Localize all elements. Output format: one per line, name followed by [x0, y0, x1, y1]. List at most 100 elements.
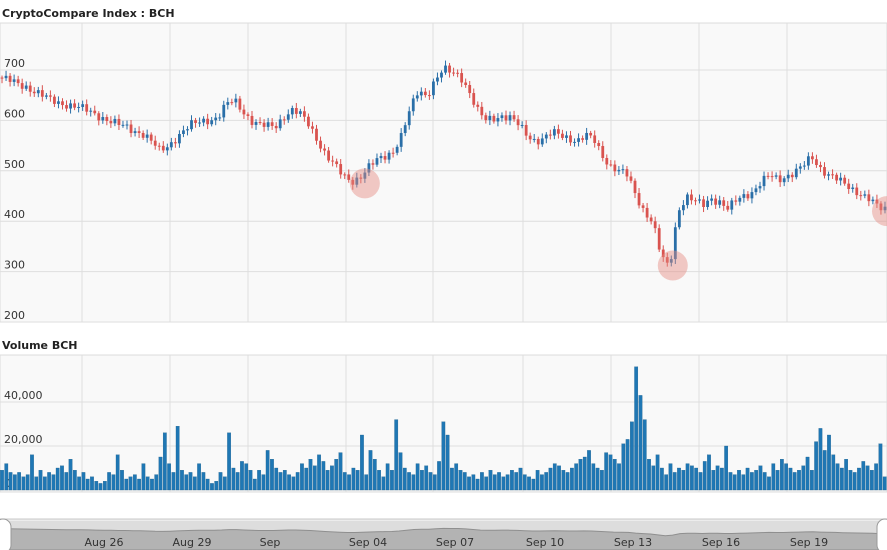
volume-bar [390, 470, 394, 491]
candle [186, 126, 189, 136]
candle [133, 127, 137, 137]
navigator-date-labels: Aug 26 Aug 29 Sep Sep 04 Sep 07 Sep 10 Sep 13 S… [85, 536, 829, 549]
candle [794, 163, 798, 180]
candle [246, 112, 250, 121]
volume-bar [205, 478, 210, 491]
candle [492, 113, 496, 124]
event-marker[interactable] [657, 250, 688, 281]
candle [839, 172, 843, 186]
candle [331, 155, 335, 167]
volume-bar [647, 459, 651, 491]
volume-bar [698, 472, 703, 491]
event-marker[interactable] [349, 168, 380, 199]
candle [472, 88, 476, 108]
volume-bar [441, 421, 446, 491]
volume-bar [801, 465, 806, 491]
volume-bar [810, 470, 814, 491]
volume-bar [81, 472, 86, 491]
volume-bar [450, 467, 454, 491]
volume-bar [745, 467, 750, 491]
volume-bar [732, 474, 737, 491]
volume-bar [475, 478, 480, 491]
event-marker[interactable] [872, 196, 887, 227]
volume-bar [77, 476, 81, 491]
candle [327, 147, 330, 163]
volume-bar [677, 467, 681, 491]
candle [141, 130, 145, 140]
volume-bar [728, 472, 733, 491]
volume-bar [218, 472, 223, 491]
candle [851, 183, 855, 193]
volume-bar [385, 463, 390, 491]
candle [573, 138, 576, 147]
navigator-date: Sep 13 [614, 536, 652, 549]
candle [476, 101, 480, 112]
navigator-handle-left[interactable] [0, 518, 12, 550]
volume-bar [240, 461, 244, 491]
candle [681, 200, 685, 216]
candle [645, 202, 649, 222]
candle [423, 88, 427, 98]
candle [690, 189, 693, 205]
candle [802, 161, 806, 170]
candle [427, 90, 431, 100]
volume-bar [578, 459, 583, 491]
candle [488, 110, 492, 126]
candle [157, 142, 161, 151]
volume-bar [771, 463, 776, 491]
volume-bar [107, 472, 111, 491]
volume-bar [360, 434, 364, 491]
volume-bar [741, 474, 746, 491]
volume-bar [600, 470, 604, 491]
candle [12, 74, 16, 87]
volume-bar [197, 463, 201, 491]
candle [577, 133, 580, 147]
candle [161, 141, 165, 153]
volume-bar [737, 470, 741, 491]
candle [371, 159, 375, 170]
volume-bars [0, 366, 887, 491]
candle [73, 99, 76, 111]
candle [484, 112, 488, 124]
volume-bar [291, 476, 296, 491]
volume-bar [102, 481, 107, 491]
volume-bar [505, 474, 510, 491]
volume-bar [561, 470, 566, 491]
candle [278, 114, 282, 131]
candle [790, 172, 794, 183]
candle [754, 184, 758, 196]
volume-bar [145, 476, 150, 491]
volume-bar [432, 474, 437, 491]
candle [815, 154, 818, 168]
volume-bar [287, 474, 291, 491]
volume-bar [368, 450, 373, 491]
candle [605, 154, 609, 170]
candle [629, 171, 633, 184]
volume-bar [248, 470, 253, 491]
volume-bar [724, 445, 729, 491]
candle [806, 152, 810, 170]
volume-bar [51, 474, 56, 491]
candle [738, 195, 742, 206]
volume-bar [90, 476, 94, 491]
candle [97, 111, 101, 126]
candle [40, 85, 44, 102]
candle [561, 129, 564, 141]
volume-bar [835, 463, 840, 491]
volume-bar [582, 456, 587, 491]
volume-bar [754, 470, 758, 491]
candle [351, 177, 355, 190]
candle [601, 141, 605, 162]
navigator-handle-right[interactable] [876, 518, 887, 550]
candle [843, 174, 847, 186]
candle [214, 113, 218, 126]
candle [89, 107, 93, 117]
volume-bar [852, 472, 857, 491]
volume-bar [214, 481, 219, 491]
volume-bar [544, 472, 549, 491]
candle [178, 130, 181, 148]
navigator-date: Sep [260, 536, 281, 549]
volume-bar [175, 426, 180, 491]
candle [855, 183, 859, 200]
